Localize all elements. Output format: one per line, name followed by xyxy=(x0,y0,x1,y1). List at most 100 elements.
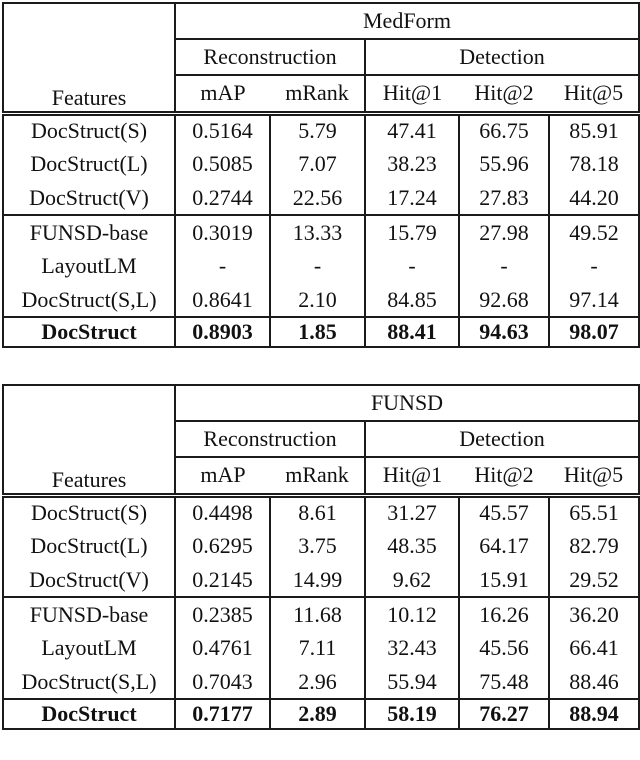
cell-value: 16.26 xyxy=(458,596,549,631)
cell-value: 0.8903 xyxy=(175,316,270,347)
cell-value: 45.56 xyxy=(458,631,549,665)
header-row-sections: Reconstruction Detection xyxy=(3,421,640,458)
cell-value: 88.41 xyxy=(364,316,459,347)
table-row: DocStruct(S,L) 0.8641 2.10 84.85 92.68 97.14 xyxy=(3,283,640,317)
cell-value: 2.10 xyxy=(269,283,365,317)
col-header-hit2: Hit@2 xyxy=(459,457,549,498)
row-label: DocStruct xyxy=(3,316,176,347)
cell-value: 13.33 xyxy=(269,214,365,249)
table-row: DocStruct 0.8903 1.85 88.41 94.63 98.07 xyxy=(3,316,640,347)
cell-value: 1.85 xyxy=(269,316,365,347)
table-row: DocStruct(V) 0.2145 14.99 9.62 15.91 29.52 xyxy=(3,563,640,597)
cell-value: 11.68 xyxy=(269,596,365,631)
cell-value: 29.52 xyxy=(547,563,640,597)
dataset-header: MedForm xyxy=(175,3,640,40)
cell-value: 85.91 xyxy=(547,113,640,147)
cell-value: 84.85 xyxy=(364,283,459,317)
row-label: LayoutLM xyxy=(3,249,176,283)
header-row-dataset: Features FUNSD xyxy=(3,385,640,498)
cell-value: 76.27 xyxy=(458,698,549,729)
section-header-reconstruction: Reconstruction xyxy=(175,39,366,76)
cell-value: - xyxy=(364,249,459,283)
cell-value: 0.2744 xyxy=(192,184,253,210)
cell-value: 8.61 xyxy=(269,495,365,529)
cell-value: 58.19 xyxy=(364,698,459,729)
cell-value: 15.91 xyxy=(458,563,549,597)
cell-value: 5.79 xyxy=(269,113,365,147)
cell-value: 14.99 xyxy=(269,563,365,597)
cell-value: 38.23 xyxy=(364,147,459,181)
row-label: DocStruct xyxy=(3,698,176,729)
col-header-mrank: mRank xyxy=(270,457,365,498)
results-table-funsd: Features FUNSD Reconstruction Detection … xyxy=(2,384,640,730)
cell-value: 64.17 xyxy=(458,529,549,563)
cell-value: - xyxy=(218,253,227,278)
row-label: DocStruct(L) xyxy=(3,147,176,181)
cell-value: 3.75 xyxy=(269,529,365,563)
cell-value: 31.27 xyxy=(364,495,459,529)
table-row: LayoutLM - - - - - xyxy=(3,249,640,283)
cell-value: 0.5085 xyxy=(192,151,253,176)
row-label: DocStruct(S) xyxy=(3,495,176,529)
cell-value: 27.83 xyxy=(458,181,549,215)
results-table-medform: Features MedForm Reconstruction Detectio… xyxy=(2,2,640,348)
cell-value: 44.20 xyxy=(547,181,640,215)
cell-value: 55.96 xyxy=(458,147,549,181)
cell-value: 47.41 xyxy=(364,113,459,147)
cell-value: 48.35 xyxy=(364,529,459,563)
cell-value: 0.3019 xyxy=(175,214,270,249)
cell-value: 55.94 xyxy=(364,665,459,699)
header-row-metrics: mAP mRank Hit@1 Hit@2 Hit@5 xyxy=(3,75,640,116)
cell-value: - xyxy=(547,249,640,283)
cell-value: 78.18 xyxy=(547,147,640,181)
table-row: FUNSD-base 0.2385 11.68 10.12 16.26 36.20 xyxy=(3,596,640,631)
cell-value: 0.8641 xyxy=(192,286,253,312)
features-column-header: Features xyxy=(3,385,176,498)
cell-value: - xyxy=(269,249,365,283)
row-label: DocStruct(S) xyxy=(3,113,176,147)
row-label: LayoutLM xyxy=(3,631,176,665)
section-header-detection: Detection xyxy=(365,39,640,76)
cell-value: 49.52 xyxy=(547,214,640,249)
col-header-hit1: Hit@1 xyxy=(364,457,459,498)
col-header-hit1: Hit@1 xyxy=(364,75,459,116)
col-header-mrank: mRank xyxy=(270,75,365,116)
row-label: DocStruct(L) xyxy=(3,529,176,563)
row-label: DocStruct(S,L) xyxy=(3,283,176,317)
col-header-hit2: Hit@2 xyxy=(459,75,549,116)
header-row-metrics: mAP mRank Hit@1 Hit@2 Hit@5 xyxy=(3,457,640,498)
table-row: DocStruct 0.7177 2.89 58.19 76.27 88.94 xyxy=(3,698,640,729)
cell-value: 0.7177 xyxy=(175,698,270,729)
table-row: LayoutLM 0.4761 7.11 32.43 45.56 66.41 xyxy=(3,631,640,665)
cell-value: 7.11 xyxy=(269,631,365,665)
row-label: DocStruct(V) xyxy=(3,181,176,215)
header-row-sections: Reconstruction Detection xyxy=(3,39,640,76)
cell-value: 2.89 xyxy=(269,698,365,729)
section-header-reconstruction: Reconstruction xyxy=(175,421,366,458)
cell-value: 32.43 xyxy=(364,631,459,665)
cell-value: 92.68 xyxy=(458,283,549,317)
cell-value: 0.6295 xyxy=(192,533,253,558)
cell-value: 7.07 xyxy=(269,147,365,181)
col-header-map: mAP xyxy=(175,457,270,498)
table-row: DocStruct(L) 0.6295 3.75 48.35 64.17 82.79 xyxy=(3,529,640,563)
cell-value: 66.75 xyxy=(458,113,549,147)
col-header-hit5: Hit@5 xyxy=(549,457,640,498)
cell-value: 88.46 xyxy=(547,665,640,699)
table-row: FUNSD-base 0.3019 13.33 15.79 27.98 49.52 xyxy=(3,214,640,249)
row-label: DocStruct(V) xyxy=(3,563,176,597)
row-label: DocStruct(S,L) xyxy=(3,665,176,699)
row-label: FUNSD-base xyxy=(3,214,176,249)
cell-value: 88.94 xyxy=(547,698,640,729)
cell-value: 45.57 xyxy=(458,495,549,529)
results-table-body: DocStruct(S) 0.5164 5.79 47.41 66.75 85.91 Doc… xyxy=(3,113,640,347)
features-column-header: Features xyxy=(3,3,176,116)
cell-value: 10.12 xyxy=(364,596,459,631)
table-row: DocStruct(S,L) 0.7043 2.96 55.94 75.48 88.46 xyxy=(3,665,640,699)
cell-value: 15.79 xyxy=(364,214,459,249)
col-header-hit5: Hit@5 xyxy=(549,75,640,116)
cell-value: 0.2385 xyxy=(175,596,270,631)
cell-value: 0.7043 xyxy=(192,668,253,694)
table-row: DocStruct(L) 0.5085 7.07 38.23 55.96 78.18 xyxy=(3,147,640,181)
